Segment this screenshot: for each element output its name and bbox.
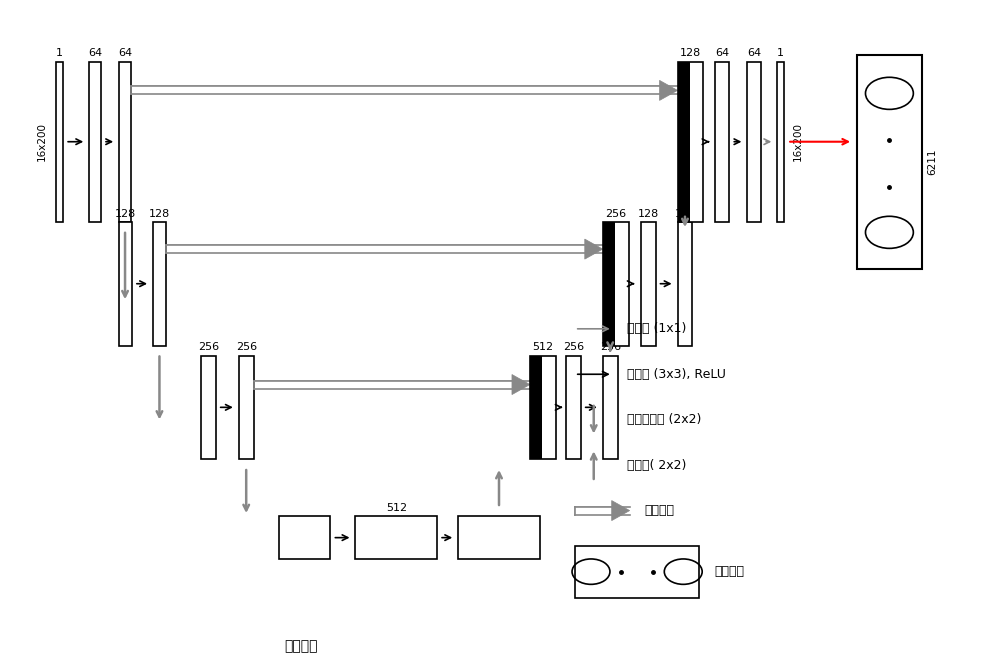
Bar <box>458 516 540 560</box>
Text: 6211: 6211 <box>927 148 937 175</box>
Bar <box>153 222 166 346</box>
Text: 512: 512 <box>532 342 553 352</box>
Text: 256: 256 <box>236 342 257 352</box>
Bar <box>603 356 618 459</box>
Text: 卷积核 (1x1): 卷积核 (1x1) <box>627 322 686 336</box>
Bar <box>279 516 330 560</box>
Bar <box>641 222 656 346</box>
Bar <box>857 55 922 268</box>
Bar <box>355 516 437 560</box>
Polygon shape <box>585 239 603 259</box>
Bar <box>690 62 703 222</box>
Text: 64: 64 <box>747 48 761 58</box>
Text: 128: 128 <box>115 209 136 219</box>
Text: 反卷积( 2x2): 反卷积( 2x2) <box>627 459 686 472</box>
Bar <box>603 222 629 346</box>
Bar <box>678 62 690 222</box>
Bar <box>715 62 729 222</box>
Bar <box>56 62 63 222</box>
Bar <box>575 546 699 598</box>
Bar <box>239 356 254 459</box>
Polygon shape <box>660 81 678 101</box>
Text: 1: 1 <box>56 48 63 58</box>
Polygon shape <box>512 374 530 395</box>
Bar <box>777 62 784 222</box>
Bar <box>119 62 131 222</box>
Text: 最大值池化 (2x2): 最大值池化 (2x2) <box>627 413 701 426</box>
Text: 跳跃连接: 跳跃连接 <box>645 504 675 517</box>
Text: 256: 256 <box>605 209 626 219</box>
Text: 128: 128 <box>680 48 701 58</box>
Text: 256: 256 <box>600 342 621 352</box>
Bar <box>542 356 556 459</box>
Bar <box>530 356 556 459</box>
Polygon shape <box>612 501 630 521</box>
Bar <box>566 356 581 459</box>
Bar <box>678 62 703 222</box>
Bar <box>603 222 615 346</box>
Bar <box>119 222 132 346</box>
Text: 64: 64 <box>715 48 729 58</box>
Text: 16x200: 16x200 <box>793 122 803 161</box>
Text: 64: 64 <box>88 48 102 58</box>
Bar <box>89 62 101 222</box>
Text: 网络结构: 网络结构 <box>284 639 317 654</box>
Bar <box>678 222 692 346</box>
Bar <box>201 356 216 459</box>
Text: 64: 64 <box>118 48 132 58</box>
Text: 128: 128 <box>637 209 659 219</box>
Text: 卷积核 (3x3), ReLU: 卷积核 (3x3), ReLU <box>627 368 726 380</box>
Text: 1: 1 <box>777 48 784 58</box>
Text: 128: 128 <box>674 209 696 219</box>
Text: 全连接层: 全连接层 <box>714 565 744 578</box>
Bar <box>615 222 629 346</box>
Bar <box>747 62 761 222</box>
Text: 256: 256 <box>563 342 584 352</box>
Text: 512: 512 <box>386 503 407 513</box>
Text: 16x200: 16x200 <box>37 122 47 161</box>
Text: 256: 256 <box>198 342 219 352</box>
Text: 128: 128 <box>149 209 170 219</box>
Bar <box>530 356 542 459</box>
